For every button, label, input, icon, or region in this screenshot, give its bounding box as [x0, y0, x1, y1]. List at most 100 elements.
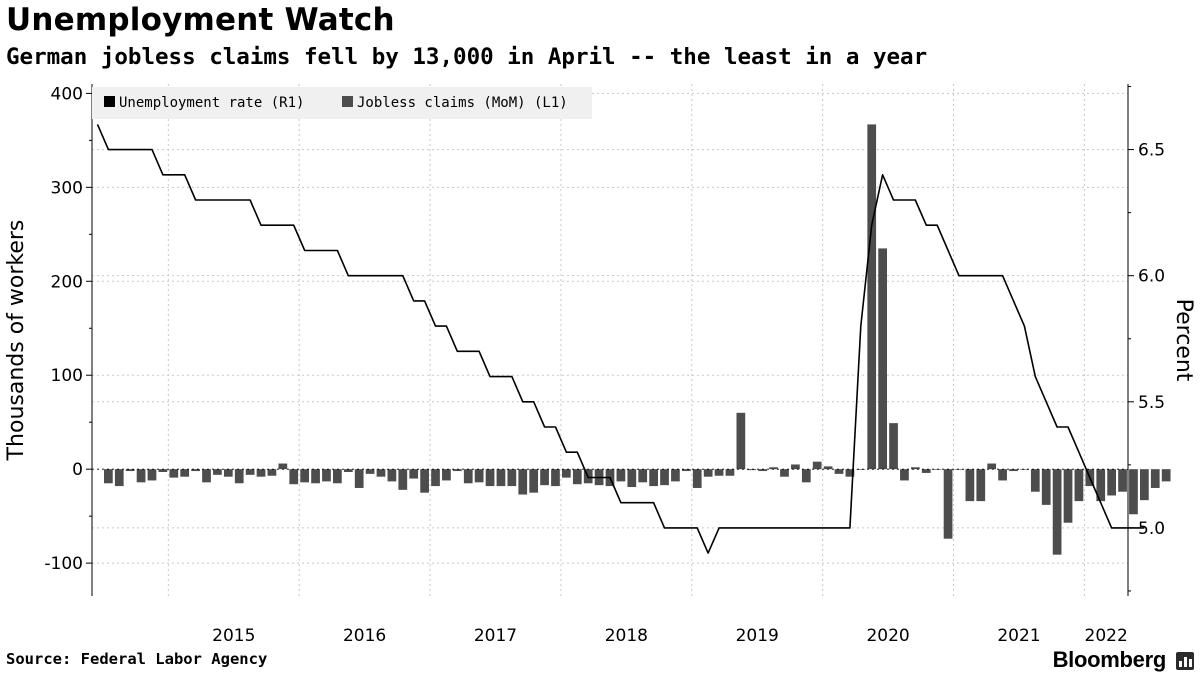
bar-jobless-claims: [1139, 469, 1149, 501]
bar-jobless-claims: [1118, 469, 1127, 492]
bar-jobless-claims: [769, 467, 778, 470]
bar-jobless-claims: [1074, 469, 1084, 502]
bar-jobless-claims: [147, 469, 157, 481]
bar-jobless-claims: [202, 469, 211, 483]
y-tick-left-400: 400: [51, 84, 83, 104]
bar-jobless-claims: [703, 469, 713, 477]
legend: Unemployment rate (R1) Jobless claims (M…: [92, 87, 592, 119]
bar-jobless-claims: [1030, 469, 1040, 492]
bar-jobless-claims: [998, 469, 1007, 481]
bar-jobless-claims: [812, 461, 822, 470]
bar-jobless-claims: [867, 124, 877, 470]
bar-jobless-claims: [1020, 469, 1029, 470]
bar-jobless-claims: [671, 469, 680, 482]
bar-jobless-claims: [660, 469, 669, 486]
y-tick-right-6-0: 6.0: [1138, 267, 1165, 287]
bar-jobless-claims: [420, 469, 429, 493]
bar-jobless-claims: [529, 469, 539, 493]
x-tick-2019: 2019: [736, 626, 779, 646]
bar-jobless-claims: [365, 469, 375, 474]
bar-jobless-claims: [780, 469, 789, 477]
bar-jobless-claims: [638, 469, 648, 483]
bar-jobless-claims: [725, 469, 735, 476]
bar-jobless-claims: [801, 469, 811, 483]
bar-jobless-claims: [551, 469, 560, 487]
bar-jobless-claims: [910, 467, 920, 470]
legend-swatch-unemployment-rate: [104, 96, 115, 107]
bar-jobless-claims: [333, 469, 342, 484]
bar-jobless-claims: [976, 469, 986, 502]
bar-jobless-claims: [278, 463, 288, 470]
bar-jobless-claims: [103, 469, 113, 484]
bar-jobless-claims: [1041, 469, 1051, 505]
legend-label-jobless-claims: Jobless claims (MoM) (L1): [357, 95, 568, 111]
bar-jobless-claims: [442, 469, 451, 481]
bar-jobless-claims: [1052, 469, 1062, 555]
plot-background: [92, 84, 1128, 596]
bar-jobless-claims: [921, 469, 931, 473]
x-tick-2018: 2018: [605, 626, 648, 646]
bar-jobless-claims: [627, 469, 637, 488]
y-tick-left-100: 100: [51, 366, 83, 386]
bar-jobless-claims: [223, 469, 233, 477]
bar-jobless-claims: [791, 464, 800, 470]
bar-jobless-claims: [714, 469, 724, 476]
bar-jobless-claims: [463, 469, 473, 484]
x-tick-2022: 2022: [1085, 626, 1128, 646]
bar-jobless-claims: [616, 469, 626, 482]
bar-jobless-claims: [158, 469, 168, 472]
bar-jobless-claims: [987, 463, 997, 470]
bar-jobless-claims: [1107, 469, 1117, 496]
bar-jobless-claims: [1129, 469, 1138, 515]
bar-jobless-claims: [1150, 469, 1160, 488]
chart-title: Unemployment Watch: [6, 2, 395, 38]
x-tick-2021: 2021: [997, 626, 1040, 646]
bar-jobless-claims: [409, 469, 419, 479]
bar-jobless-claims: [856, 469, 866, 470]
bar-jobless-claims: [234, 469, 244, 484]
bar-jobless-claims: [114, 469, 124, 487]
legend-swatch-jobless-claims: [342, 96, 353, 107]
bar-jobless-claims: [125, 469, 135, 472]
bar-jobless-claims: [562, 469, 571, 478]
y-tick-right-5-5: 5.5: [1138, 393, 1165, 413]
bar-jobless-claims: [354, 469, 364, 488]
bar-jobless-claims: [213, 469, 222, 475]
bar-jobless-claims: [900, 469, 909, 481]
line-series-unemployment-rate: [96, 124, 1145, 554]
bar-jobless-claims: [474, 469, 484, 483]
bar-jobless-claims: [256, 469, 266, 477]
bar-jobless-claims: [845, 469, 855, 477]
source-note: Source: Federal Labor Agency: [6, 650, 268, 668]
bar-jobless-claims: [180, 469, 190, 477]
bar-jobless-claims: [878, 248, 887, 470]
gridlines: [92, 84, 1128, 596]
x-tick-2020: 2020: [866, 626, 909, 646]
bar-jobless-claims: [965, 469, 975, 502]
y-tick-left-0: 0: [72, 460, 83, 480]
bar-jobless-claims: [943, 469, 953, 539]
bloomberg-logo: Bloomberg: [1052, 647, 1167, 672]
bar-jobless-claims: [376, 469, 386, 477]
bar-jobless-claims: [398, 469, 408, 490]
bar-jobless-claims: [485, 469, 495, 487]
bloomberg-terminal-icon: [1176, 652, 1194, 670]
bar-jobless-claims: [267, 469, 277, 476]
y-axis-label-left: Thousands of workers: [4, 220, 29, 462]
bar-jobless-claims: [387, 469, 397, 482]
bar-jobless-claims: [889, 423, 898, 470]
bar-jobless-claims: [649, 469, 658, 487]
bar-jobless-claims: [540, 469, 549, 486]
bar-jobless-claims: [1096, 469, 1106, 502]
y-tick-left-300: 300: [51, 178, 83, 198]
y-tick-right-5-0: 5.0: [1138, 519, 1165, 539]
x-tick-2017: 2017: [474, 626, 517, 646]
y-axis-label-right: Percent: [1171, 299, 1196, 382]
y-tick-left-minus-100: -100: [44, 554, 83, 574]
bar-jobless-claims: [245, 469, 255, 475]
bar-jobless-claims: [300, 469, 310, 483]
bar-jobless-claims: [452, 469, 462, 472]
bar-jobless-claims: [289, 469, 299, 485]
x-tick-2016: 2016: [343, 626, 386, 646]
